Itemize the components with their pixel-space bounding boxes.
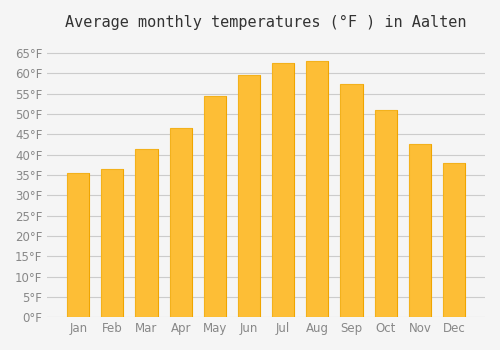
Bar (136, 148, 158, 317)
Bar (443, 163, 465, 317)
Bar (374, 110, 397, 317)
Bar (238, 76, 260, 317)
Bar (408, 145, 431, 317)
Bar (306, 61, 328, 317)
Bar (374, 110, 397, 317)
Bar (67, 173, 90, 317)
Bar (340, 84, 362, 317)
Bar (102, 169, 124, 317)
Bar (272, 63, 294, 317)
Bar (340, 84, 362, 317)
Bar (102, 169, 124, 317)
Bar (170, 128, 192, 317)
Title: Average monthly temperatures (°F ) in Aalten: Average monthly temperatures (°F ) in Aa… (66, 15, 467, 30)
Bar (238, 76, 260, 317)
Bar (306, 61, 328, 317)
Bar (67, 173, 90, 317)
Bar (443, 163, 465, 317)
Bar (204, 96, 226, 317)
Bar (272, 63, 294, 317)
Bar (136, 148, 158, 317)
Bar (408, 145, 431, 317)
Bar (170, 128, 192, 317)
Bar (204, 96, 226, 317)
